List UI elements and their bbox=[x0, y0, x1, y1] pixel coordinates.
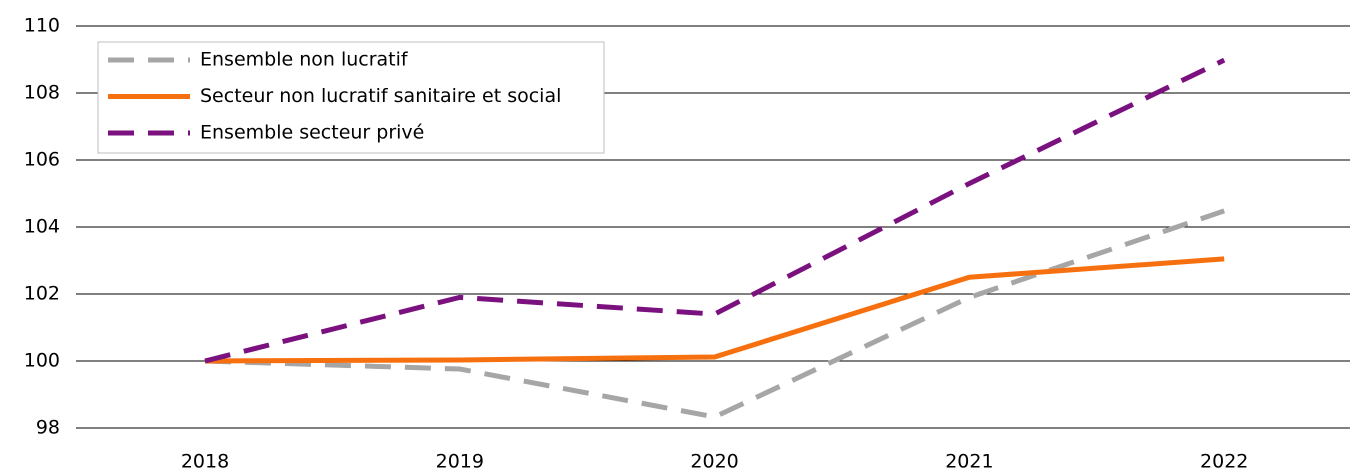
x-tick-label: 2019 bbox=[436, 451, 484, 473]
series-line bbox=[204, 57, 1226, 364]
legend-label: Ensemble non lucratif bbox=[200, 49, 409, 71]
y-tick-label: 110 bbox=[24, 15, 60, 37]
series-line bbox=[204, 208, 1226, 420]
x-tick-label: 2020 bbox=[690, 451, 738, 473]
legend-box bbox=[97, 41, 605, 154]
y-tick-label: 102 bbox=[24, 283, 60, 305]
y-tick-label: 100 bbox=[24, 350, 60, 372]
y-tick-label: 106 bbox=[24, 149, 60, 171]
legend-label: Secteur non lucratif sanitaire et social bbox=[200, 85, 561, 107]
x-tick-label: 2022 bbox=[1200, 451, 1248, 473]
y-tick-label: 108 bbox=[24, 82, 60, 104]
legend-label: Ensemble secteur privé bbox=[200, 122, 424, 144]
x-tick-label: 2018 bbox=[181, 451, 229, 473]
series-line bbox=[204, 256, 1225, 364]
y-tick-label: 98 bbox=[36, 417, 60, 439]
x-tick-label: 2021 bbox=[945, 451, 993, 473]
y-tick-label: 104 bbox=[24, 216, 60, 238]
